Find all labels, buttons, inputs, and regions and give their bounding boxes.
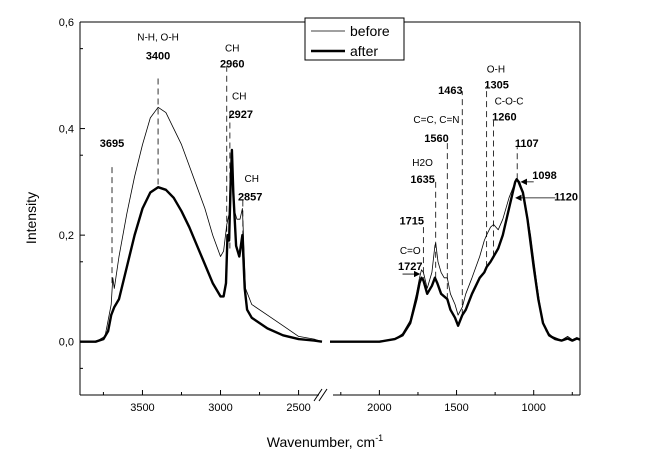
- peak-label-1107: 1107: [515, 138, 539, 150]
- peak-assignment-2927: CH: [232, 91, 246, 102]
- peak-label-2927: 2927: [229, 109, 253, 121]
- peak-label-1560: 1560: [424, 133, 448, 145]
- peak-label-3400: 3400: [146, 50, 170, 62]
- peak-label-1727: 1727: [398, 261, 422, 273]
- x-tick-label: 1000: [521, 402, 545, 414]
- y-axis-title: Intensity: [23, 192, 39, 244]
- series-line-after-left: [80, 148, 323, 343]
- x-tick-label: 2000: [367, 402, 391, 414]
- peak-assignment-1727: C=O: [400, 246, 421, 257]
- y-tick-label: 0,2: [59, 230, 74, 242]
- peak-label-1635: 1635: [410, 174, 434, 186]
- x-axis-title: Wavenumber, cm-1: [267, 433, 383, 450]
- axis-break-mark-2: [318, 388, 328, 402]
- y-tick-label: 0,4: [59, 124, 74, 136]
- axis-break-mark-1: [313, 388, 323, 402]
- peak-label-1463: 1463: [438, 85, 462, 97]
- x-tick-label: 3000: [208, 402, 232, 414]
- peak-assignment-2857: CH: [245, 174, 259, 185]
- peak-label-1260: 1260: [492, 112, 516, 124]
- peak-label-2960: 2960: [220, 58, 244, 70]
- legend: before after: [304, 17, 405, 61]
- x-axis-title-sup: -1: [375, 433, 383, 443]
- peak-label-1715: 1715: [400, 215, 424, 227]
- peak-assignment-3400: N-H, O-H: [137, 33, 179, 44]
- legend-label-after: after: [350, 43, 378, 59]
- peak-label-2857: 2857: [238, 192, 262, 204]
- peak-assignment-2960: CH: [225, 43, 239, 54]
- x-tick-label: 1500: [444, 402, 468, 414]
- x-tick-label: 2500: [286, 402, 310, 414]
- y-tick-label: 0,6: [59, 17, 74, 29]
- series-layer: [80, 106, 581, 343]
- series-line-before-left: [80, 106, 323, 343]
- peak-label-1305: 1305: [484, 80, 508, 92]
- series-line-after-right: [330, 178, 581, 343]
- peak-assignment-1305: O-H: [487, 65, 505, 76]
- legend-label-before: before: [350, 23, 390, 39]
- peak-label-1098: 1098: [532, 170, 556, 182]
- peak-assignment-1560: C=C, C=N: [413, 115, 459, 126]
- peak-label-3695: 3695: [100, 138, 124, 150]
- annotation-layer: 3695 3400 N-H, O-H 2960 CH 2927 CH 2857 CH 1727 C=…: [100, 33, 578, 316]
- y-tick-label: 0,0: [59, 337, 74, 349]
- legend-box: [304, 17, 405, 61]
- x-axis-title-main: Wavenumber, cm: [267, 434, 375, 450]
- peak-assignment-1260: C-O-C: [495, 97, 524, 108]
- peak-label-1120: 1120: [554, 192, 578, 204]
- peak-assignment-1635: H2O: [412, 158, 433, 169]
- axis-layer: 0,0 0,2 0,4 0,6 3500 3000 2500 2000 1500 1000: [59, 17, 573, 414]
- x-tick-label: 3500: [130, 402, 154, 414]
